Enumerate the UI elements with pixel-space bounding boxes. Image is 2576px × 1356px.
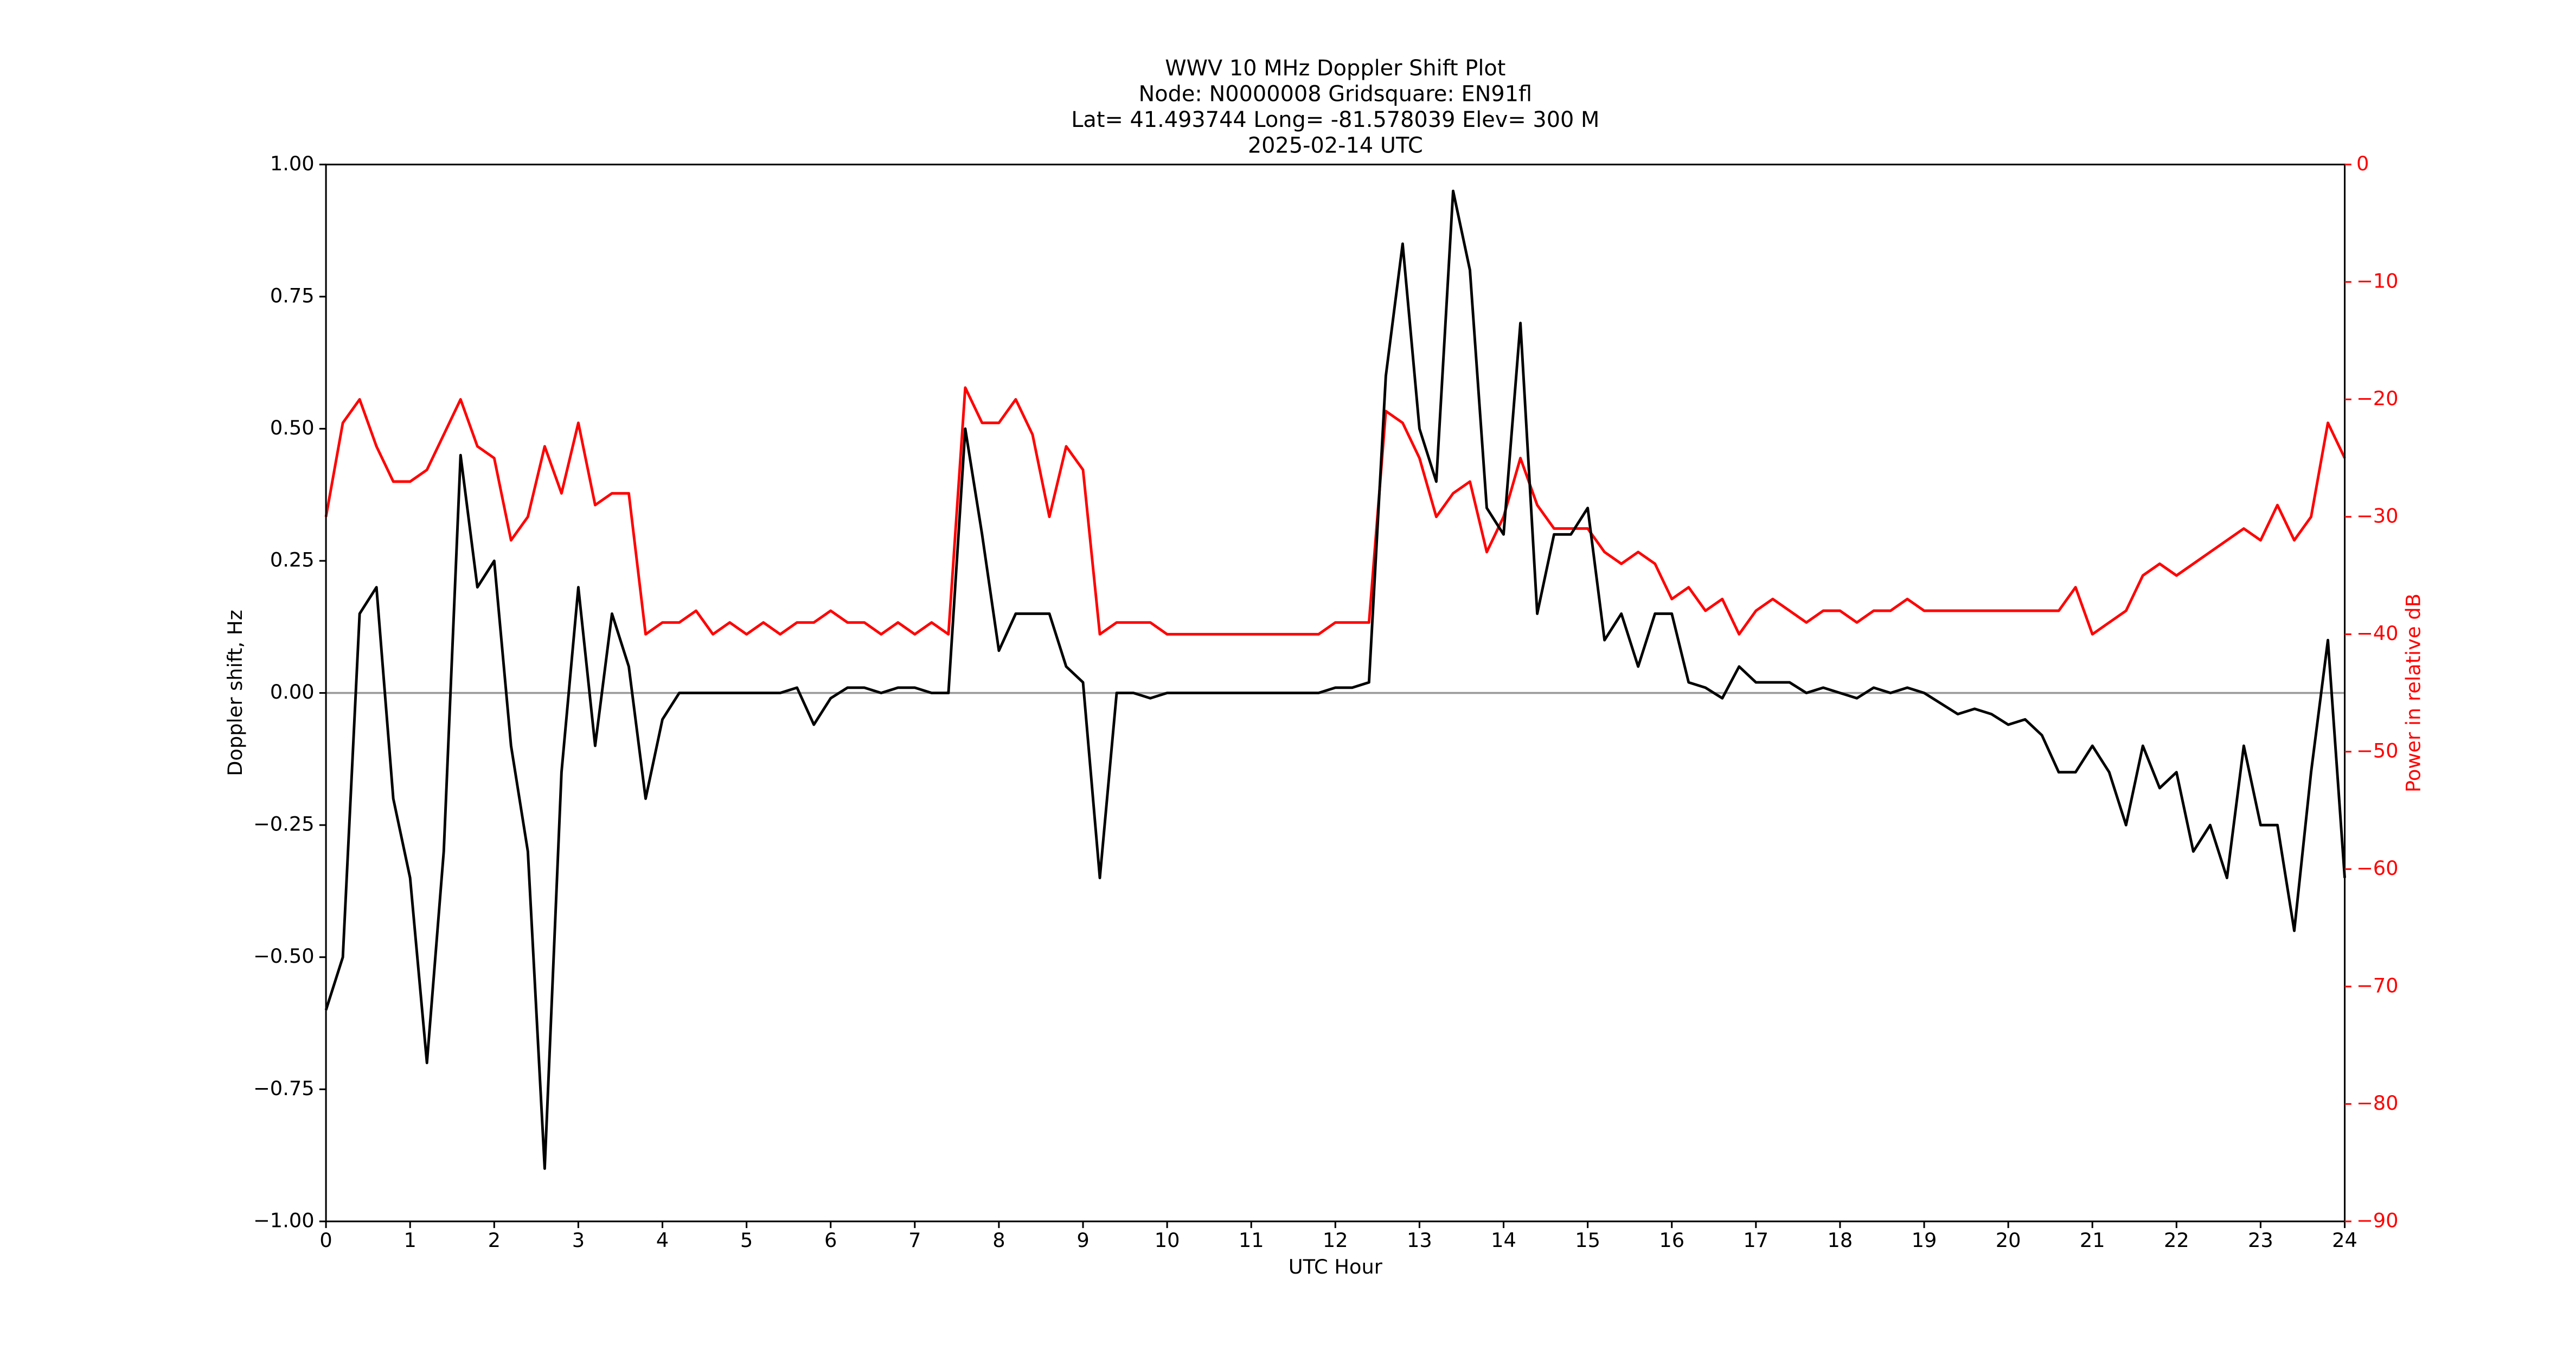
y-tick-label: −0.25 <box>253 813 315 836</box>
y2-tick-label: −50 <box>2356 739 2399 762</box>
y2-tick-label: −20 <box>2356 387 2399 410</box>
y-axis-label: Doppler shift, Hz <box>223 610 247 776</box>
y-tick-label: −1.00 <box>253 1208 315 1232</box>
x-tick-label: 8 <box>992 1229 1005 1252</box>
x-tick-label: 21 <box>2080 1229 2105 1252</box>
x-tick-label: 20 <box>1996 1229 2021 1252</box>
chart-title: Lat= 41.493744 Long= -81.578039 Elev= 30… <box>1071 107 1599 132</box>
chart-title: Node: N0000008 Gridsquare: EN91fl <box>1138 82 1532 107</box>
y-tick-label: 0.75 <box>270 284 315 307</box>
y2-tick-label: −90 <box>2356 1208 2399 1232</box>
x-tick-label: 22 <box>2164 1229 2189 1252</box>
y2-tick-label: −10 <box>2356 269 2399 292</box>
y2-tick-label: −80 <box>2356 1091 2399 1115</box>
x-tick-label: 16 <box>1659 1229 1684 1252</box>
x-tick-label: 6 <box>824 1229 837 1252</box>
chart-title: WWV 10 MHz Doppler Shift Plot <box>1165 56 1505 81</box>
y2-tick-label: −30 <box>2356 504 2399 527</box>
y2-tick-label: −60 <box>2356 856 2399 880</box>
y2-tick-label: −70 <box>2356 974 2399 997</box>
y-tick-label: 0.25 <box>270 548 315 572</box>
y-tick-label: −0.75 <box>253 1077 315 1100</box>
x-tick-label: 10 <box>1155 1229 1180 1252</box>
x-tick-label: 4 <box>656 1229 669 1252</box>
chart-title: 2025-02-14 UTC <box>1248 133 1423 158</box>
y-tick-label: −0.50 <box>253 944 315 968</box>
plot-frame <box>325 163 2346 1223</box>
x-tick-label: 15 <box>1575 1229 1600 1252</box>
y-tick-label: 1.00 <box>270 152 315 175</box>
x-tick-label: 24 <box>2332 1229 2357 1252</box>
x-tick-label: 19 <box>1912 1229 1937 1252</box>
x-tick-label: 12 <box>1323 1229 1348 1252</box>
x-tick-label: 23 <box>2248 1229 2273 1252</box>
x-tick-label: 2 <box>488 1229 501 1252</box>
series-line <box>324 189 2346 1170</box>
x-tick-label: 5 <box>740 1229 753 1252</box>
y-tick-label: 0.00 <box>270 680 315 703</box>
x-tick-label: 1 <box>404 1229 416 1252</box>
series-line <box>324 386 2346 636</box>
y-tick-label: 0.50 <box>270 416 315 439</box>
x-tick-label: 17 <box>1743 1229 1768 1252</box>
y2-axis-label: Power in relative dB <box>2402 593 2425 792</box>
x-tick-label: 7 <box>908 1229 921 1252</box>
x-tick-label: 0 <box>319 1229 332 1252</box>
x-tick-label: 18 <box>1828 1229 1853 1252</box>
y2-tick-label: 0 <box>2356 152 2369 175</box>
x-tick-label: 13 <box>1407 1229 1432 1252</box>
x-tick-label: 9 <box>1076 1229 1089 1252</box>
y2-tick-label: −40 <box>2356 622 2399 645</box>
x-tick-label: 11 <box>1239 1229 1264 1252</box>
x-axis-label: UTC Hour <box>1289 1255 1383 1278</box>
x-tick-label: 3 <box>572 1229 585 1252</box>
x-tick-label: 14 <box>1491 1229 1516 1252</box>
